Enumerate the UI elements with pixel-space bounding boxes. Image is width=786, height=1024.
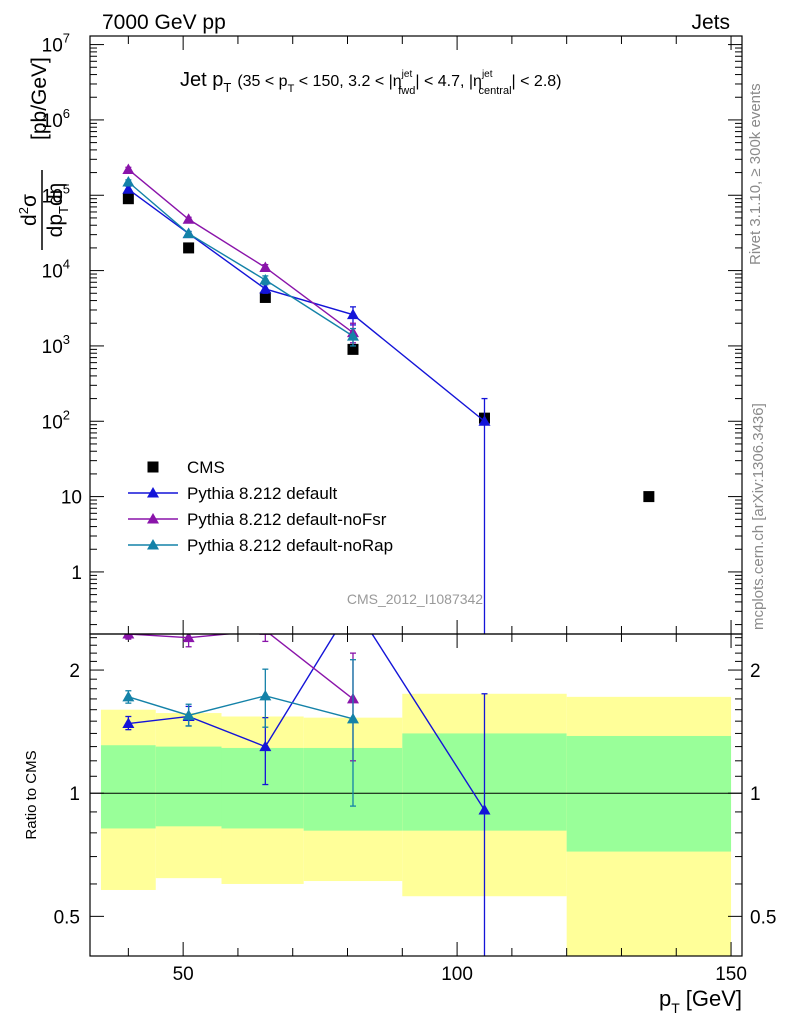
ratio-band-inner xyxy=(566,735,732,852)
main-y-tick-label: 10 xyxy=(61,488,82,509)
ratio-point xyxy=(478,803,491,815)
process-label: Jets xyxy=(691,11,730,34)
x-tick-label: 100 xyxy=(441,964,473,985)
main-y-axis-label: d2σ dpTdη [pb/GeV] xyxy=(16,57,71,250)
main-panel-data xyxy=(122,163,655,634)
ratio-band-inner xyxy=(221,747,304,829)
svg-text:d2σ: d2σ xyxy=(16,194,41,226)
ratio-panel-data xyxy=(122,634,491,956)
legend-label: Pythia 8.212 default-noRap xyxy=(187,536,393,555)
main-line xyxy=(127,181,354,337)
main-point xyxy=(122,193,134,205)
legend-marker xyxy=(147,487,159,498)
main-series-pythia-8-212-default xyxy=(122,183,491,634)
main-point xyxy=(122,183,135,194)
legend-marker xyxy=(147,513,159,524)
collision-label: 7000 GeV pp xyxy=(102,11,226,34)
ratio-point xyxy=(346,712,359,724)
main-y-tick-label: 103 xyxy=(42,332,70,358)
x-axis-label: pT [GeV] xyxy=(659,986,742,1016)
main-point xyxy=(478,415,491,426)
legend-label: CMS xyxy=(187,458,225,477)
main-point xyxy=(346,330,359,341)
main-y-tick-label: 105 xyxy=(42,181,70,207)
ratio-point xyxy=(122,717,135,729)
ratio-y-axis-label: Ratio to CMS xyxy=(23,750,40,839)
ratio-point xyxy=(259,689,272,701)
main-point xyxy=(346,308,359,320)
main-point xyxy=(643,491,655,503)
ratio-line xyxy=(128,695,354,720)
ratio-y-tick-label: 0.5 xyxy=(54,907,80,928)
legend-marker xyxy=(147,539,159,550)
legend-marker xyxy=(147,461,159,473)
svg-text:[pb/GeV]: [pb/GeV] xyxy=(28,57,51,140)
ratio-band-inner xyxy=(155,746,222,827)
analysis-watermark: CMS_2012_I1087342 xyxy=(347,591,483,607)
ratio-line xyxy=(128,634,354,700)
legend-label: Pythia 8.212 default-noFsr xyxy=(187,510,387,529)
main-point xyxy=(183,242,195,254)
main-point xyxy=(122,175,135,187)
legend-entry: CMS xyxy=(147,458,225,477)
ratio-point xyxy=(259,634,272,635)
plot-title: Jet pT (35 < pT < 150, 3.2 < |ηjet fwd| < … xyxy=(180,69,562,97)
ratio-point xyxy=(259,740,272,752)
main-point xyxy=(182,213,195,224)
legend-entry: Pythia 8.212 default xyxy=(128,484,338,503)
svg-text:dpTdη: dpTdη xyxy=(44,183,71,238)
ratio-point xyxy=(122,690,135,702)
rivet-version-label: Rivet 3.1.10, ≥ 300k events xyxy=(747,83,764,265)
ratio-y-tick-label: 2 xyxy=(69,661,80,682)
ratio-point xyxy=(122,634,135,639)
ratio-panel-frame xyxy=(89,633,743,957)
ratio-point xyxy=(182,709,195,720)
legend: CMS Pythia 8.212 default Pythia 8.212 defa… xyxy=(128,458,393,555)
main-y-tick-label: 104 xyxy=(42,257,70,283)
main-point xyxy=(259,291,271,303)
ratio-band-inner xyxy=(100,745,156,829)
main-y-tick-label: 107 xyxy=(42,31,70,57)
main-point xyxy=(182,227,195,239)
main-point xyxy=(259,282,272,294)
main-y-tick-label: 106 xyxy=(42,106,70,132)
main-series-pythia-8-212-default-nofsr xyxy=(122,163,359,344)
main-series-pythia-8-212-default-norap xyxy=(122,175,359,347)
legend-entry: Pythia 8.212 default-noFsr xyxy=(128,510,387,529)
main-point xyxy=(347,343,359,355)
mcplots-reference-label: mcplots.cern.ch [arXiv:1306.3436] xyxy=(750,403,767,630)
ratio-y-tick-label: 2 xyxy=(750,661,761,682)
main-y-tick-label: 102 xyxy=(42,407,70,433)
main-point xyxy=(259,261,272,272)
main-y-tick-label: 1 xyxy=(71,563,82,584)
ratio-y-tick-label: 1 xyxy=(750,784,761,805)
main-series-cms xyxy=(122,193,655,503)
main-point xyxy=(122,163,135,174)
legend-label: Pythia 8.212 default xyxy=(187,484,338,503)
x-tick-label: 150 xyxy=(715,964,747,985)
legend-entry: Pythia 8.212 default-noRap xyxy=(128,536,393,555)
ratio-y-tick-label: 1 xyxy=(69,784,80,805)
ratio-series-pythia-8-212-default-norap xyxy=(122,659,359,807)
ratio-y-tick-label: 0.5 xyxy=(750,907,776,928)
ratio-point xyxy=(182,634,195,643)
ratio-uncertainty-bands xyxy=(100,693,732,956)
main-point xyxy=(259,274,272,285)
x-tick-label: 50 xyxy=(173,964,194,985)
main-line xyxy=(127,188,485,422)
main-line xyxy=(127,168,354,334)
